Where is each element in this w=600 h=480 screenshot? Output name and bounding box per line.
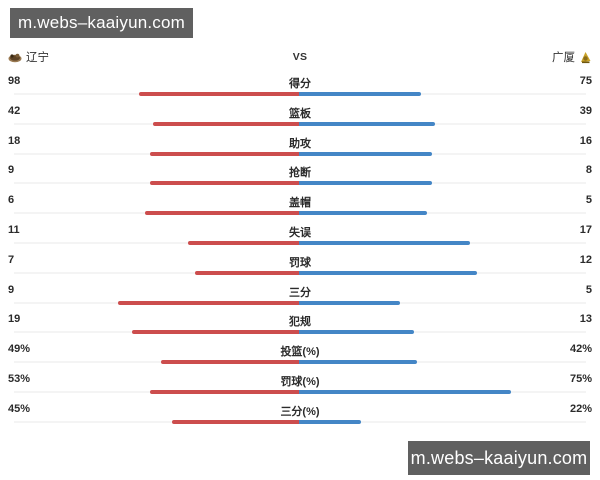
stat-label: 投篮(%) [280,346,320,359]
home-bar [139,92,299,96]
home-bar [188,240,299,245]
away-value: 42% [569,343,592,356]
bar-track [0,300,600,305]
stat-row: 6 盖帽 5 [0,191,600,221]
stat-row: 42 篮板 39 [0,102,600,132]
stat-label: 得分 [289,78,311,90]
stat-row: 49% 投篮(%) 42% [0,340,600,370]
stat-row: 9 三分 5 [0,281,600,311]
stat-row: 7 罚球 12 [0,251,600,281]
home-value: 7 [8,253,15,266]
home-value: 42 [8,104,21,117]
watermark-top-left: m.webs–kaaiyun.com [10,8,193,38]
away-value: 75% [569,372,592,385]
home-bar [195,270,299,275]
away-team-logo-icon [579,51,592,64]
stat-row: 18 助攻 16 [0,132,600,162]
match-header: 辽宁 VS 广厦 [8,48,592,66]
stat-label: 罚球 [289,256,311,269]
stat-label: 助攻 [289,137,311,150]
away-value: 22% [569,402,592,415]
away-bar [299,121,435,126]
home-value: 9 [8,164,15,177]
away-value: 17 [579,223,592,236]
stat-label: 失误 [289,226,311,239]
stat-row: 45% 三分(%) 22% [0,400,600,430]
stat-label: 三分 [289,286,311,299]
bar-track [0,270,600,275]
vs-label: VS [292,51,308,63]
bar-track [0,151,600,156]
bar-track [0,92,600,96]
home-bar [149,181,299,186]
away-value: 39 [579,104,592,117]
home-team-logo-icon [8,52,22,63]
home-bar [172,419,299,424]
away-bar [299,181,432,186]
home-value: 45% [8,402,31,415]
stat-label: 抢断 [289,167,311,180]
stat-label: 篮板 [289,107,311,120]
home-bar [160,360,299,365]
away-value: 8 [585,164,592,177]
stat-row: 53% 罚球(%) 75% [0,370,600,400]
away-bar [299,151,432,156]
stat-label: 盖帽 [289,197,311,210]
bar-track [0,330,600,335]
home-team: 辽宁 [8,49,49,65]
away-value: 12 [579,253,592,266]
bar-track [0,419,600,424]
watermark-text: m.webs–kaaiyun.com [17,13,186,32]
watermark-text: m.webs–kaaiyun.com [410,447,588,468]
home-bar [117,300,299,305]
home-bar [152,121,299,126]
away-team: 广厦 [552,49,592,65]
watermark-bottom-right: m.webs–kaaiyun.com [408,441,590,475]
away-team-name: 广厦 [552,52,575,64]
stat-label: 罚球(%) [280,375,320,388]
away-bar [299,360,418,365]
home-value: 18 [8,134,21,147]
home-team-name: 辽宁 [26,52,49,64]
away-bar [299,389,511,394]
home-value: 19 [8,313,21,326]
bar-track [0,211,600,216]
bar-track [0,389,600,394]
home-value: 49% [8,343,31,356]
stat-row: 9 抢断 8 [0,161,600,191]
away-bar [299,240,471,245]
stat-label: 三分(%) [280,405,320,418]
away-value: 5 [585,194,592,207]
home-value: 6 [8,194,15,207]
away-bar [299,300,400,305]
home-value: 11 [8,223,20,236]
home-value: 98 [8,75,21,87]
away-value: 75 [579,75,592,87]
stat-label: 犯规 [289,316,311,329]
home-bar [149,151,299,156]
bar-track [0,181,600,186]
stat-row: 11 失误 17 [0,221,600,251]
away-value: 13 [579,313,592,326]
away-value: 5 [585,283,592,296]
away-bar [299,330,414,335]
home-value: 9 [8,283,15,296]
bar-track [0,240,600,245]
stats-list: 98 得分 75 42 篮板 39 18 助攻 16 9 抢断 8 [0,72,600,430]
away-bar [299,419,361,424]
bar-track [0,360,600,365]
home-bar [145,211,299,216]
bar-track [0,121,600,126]
home-value: 53% [8,372,31,385]
home-bar [131,330,299,335]
away-bar [299,270,478,275]
stat-row: 98 得分 75 [0,72,600,102]
away-bar [299,211,428,216]
away-bar [299,92,422,96]
home-bar [149,389,299,394]
stat-row: 19 犯规 13 [0,310,600,340]
away-value: 16 [579,134,592,147]
